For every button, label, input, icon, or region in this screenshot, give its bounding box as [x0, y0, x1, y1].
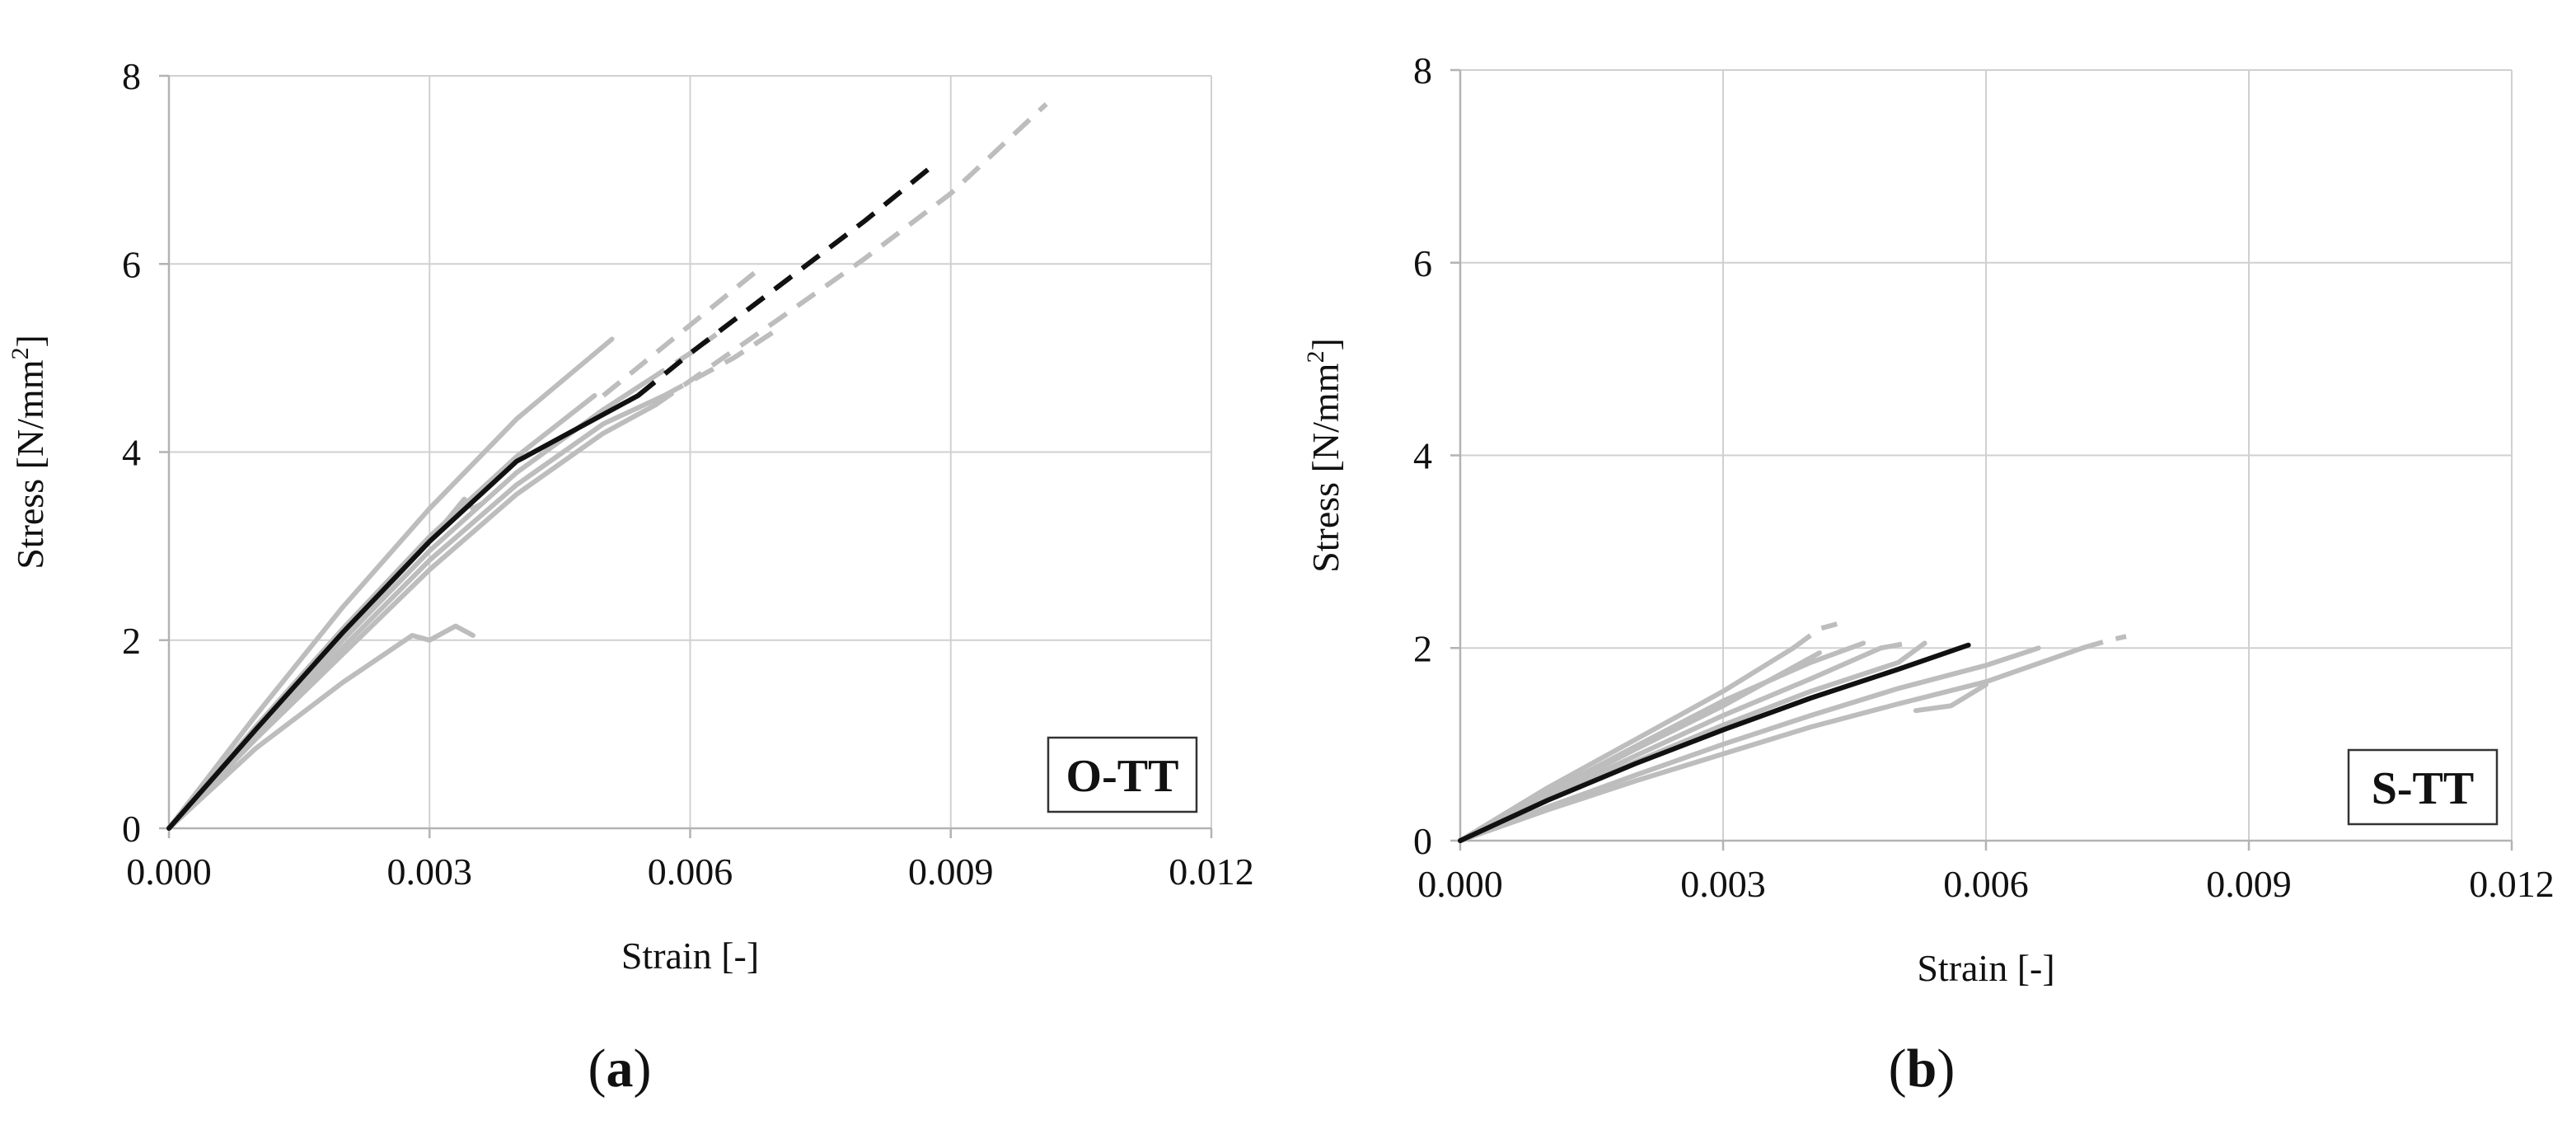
series-mean-line	[166, 393, 641, 831]
series-specimen-9-dashed-line	[1791, 621, 1838, 650]
x-tick-label: 0.006	[648, 851, 733, 893]
series-specimen-8-dashed-upper-line	[602, 266, 761, 398]
series-mean-extrapolated-line	[636, 163, 935, 398]
caption-a: (a)	[588, 1038, 652, 1099]
series-specimen-1-line	[166, 336, 615, 831]
y-tick-label: 4	[1413, 435, 1432, 477]
series-mean-line	[1458, 642, 1971, 843]
panel-tag-label: O-TT	[1066, 751, 1179, 802]
caption-a-letter: a	[607, 1038, 634, 1099]
x-tick-label: 0.009	[908, 851, 994, 893]
y-tick-label: 8	[122, 55, 141, 97]
y-tick-label: 2	[122, 620, 141, 662]
x-tick-label: 0.000	[1417, 863, 1503, 905]
y-tick-label: 4	[122, 432, 141, 474]
y-axis-title: Stress [N/mm2]	[1302, 338, 1347, 573]
x-axis-title: Strain [-]	[621, 935, 759, 977]
series-specimen-6-line	[166, 623, 475, 831]
chart-panel-b: 0 2 4 6 8 0.000 0.003 0.006 0.009 0.012 Strain [-]…	[1302, 49, 2555, 989]
series-specimen-6-line	[1458, 645, 2085, 843]
series-specimen-7-line	[166, 402, 658, 831]
series-specimen-5-line	[1458, 645, 2041, 843]
panel-tag-box	[2347, 748, 2499, 826]
x-tick-label: 0.003	[1680, 863, 1766, 905]
x-tick-label: 0.003	[387, 851, 473, 893]
panel-tag-label: S-TT	[2372, 763, 2475, 814]
series-specimen-10-dashed-line	[2082, 634, 2127, 651]
caption-b: (b)	[1889, 1038, 1955, 1099]
y-axis-title-superscript: 2	[1302, 351, 1329, 363]
y-tick-label: 6	[122, 243, 141, 285]
x-tick-label: 0.009	[2206, 863, 2292, 905]
caption-b-close: )	[1937, 1038, 1955, 1099]
series-specimen-1-line	[1458, 645, 1796, 843]
y-tick-label: 2	[1413, 627, 1432, 669]
series-specimen-11-dashed-line	[663, 327, 779, 398]
y-axis-title-main: Stress [N/mm	[1304, 363, 1347, 573]
panel-tag-box	[1047, 736, 1198, 813]
y-tick-label: 8	[1413, 49, 1432, 91]
series-specimen-10-dashed-long-line	[653, 102, 1048, 407]
caption-b-open: (	[1889, 1038, 1907, 1099]
y-axis-title-main: Stress [N/mm	[9, 359, 51, 570]
y-tick-label: 6	[1413, 242, 1432, 284]
y-axis-title-superscript: 2	[7, 348, 34, 360]
series-specimen-8-line	[1458, 650, 1822, 843]
series-specimen-7-line	[1913, 682, 1988, 714]
y-axis-title: Stress [N/mm2]	[7, 335, 51, 570]
x-tick-label: 0.012	[1169, 851, 1254, 893]
x-tick-label: 0.012	[2469, 863, 2555, 905]
x-axis-title: Strain [-]	[1917, 947, 2054, 989]
caption-a-close: )	[634, 1038, 652, 1099]
caption-a-open: (	[588, 1038, 607, 1099]
y-axis-title-end: ]	[9, 335, 51, 347]
y-axis-title-end: ]	[1304, 338, 1347, 350]
y-tick-label: 0	[122, 808, 141, 850]
series-specimen-4-line	[166, 393, 667, 831]
x-tick-label: 0.000	[126, 851, 212, 893]
series-specimen-11-dashed-line	[1880, 640, 1908, 651]
caption-b-letter: b	[1907, 1038, 1937, 1099]
x-tick-label: 0.006	[1943, 863, 2029, 905]
chart-panel-a: 0 2 4 6 8 0.000 0.003 0.006 0.009 0.012 Strain [-]…	[7, 55, 1254, 977]
y-tick-label: 0	[1413, 820, 1432, 862]
